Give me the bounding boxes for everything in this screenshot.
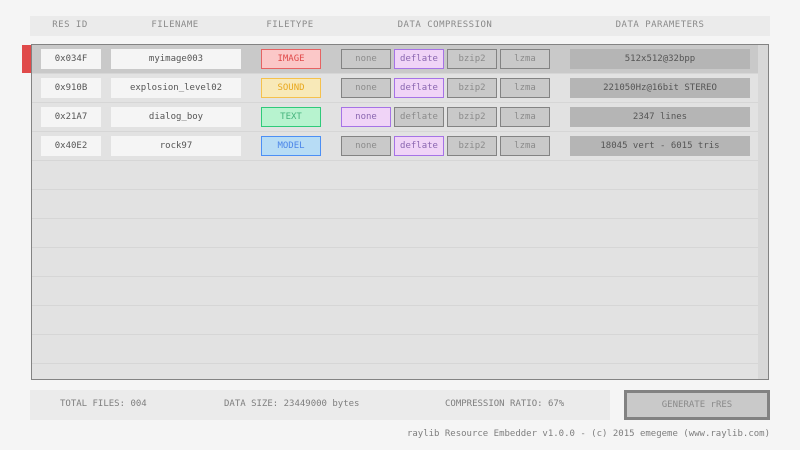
compression-none-toggle[interactable]: none	[341, 78, 391, 98]
compression-lzma-toggle[interactable]: lzma	[500, 49, 550, 69]
generate-button[interactable]: GENERATE rRES	[624, 390, 770, 420]
filename: rock97	[111, 136, 241, 156]
empty-row	[32, 277, 759, 306]
filetype-badge: SOUND	[261, 78, 321, 98]
resource-table: 0x034F myimage003 IMAGE none deflate bzip2 l…	[31, 44, 769, 380]
compression-bzip2-toggle[interactable]: bzip2	[447, 78, 497, 98]
filetype-badge: TEXT	[261, 107, 321, 127]
compression-deflate-toggle[interactable]: deflate	[394, 136, 444, 156]
res-id: 0x910B	[41, 78, 101, 98]
data-size: DATA SIZE: 23449000 bytes	[224, 399, 360, 409]
table-row[interactable]: 0x034F myimage003 IMAGE none deflate bzip2 l…	[32, 45, 759, 74]
res-id: 0x40E2	[41, 136, 101, 156]
scrollbar[interactable]	[758, 45, 768, 379]
compression-bzip2-toggle[interactable]: bzip2	[447, 136, 497, 156]
col-compression: DATA COMPRESSION	[397, 20, 493, 30]
compression-none-toggle[interactable]: none	[341, 49, 391, 69]
compression-deflate-toggle[interactable]: deflate	[394, 49, 444, 69]
empty-row	[32, 306, 759, 335]
col-parameters: DATA PARAMETERS	[615, 20, 705, 30]
filename: explosion_level02	[111, 78, 241, 98]
filetype-badge: IMAGE	[261, 49, 321, 69]
filename: dialog_boy	[111, 107, 241, 127]
col-filename: FILENAME	[151, 20, 199, 30]
compression-none-toggle[interactable]: none	[341, 136, 391, 156]
col-res-id: RES ID	[52, 20, 88, 30]
selected-row-marker	[22, 45, 31, 73]
empty-row	[32, 190, 759, 219]
data-parameters: 221050Hz@16bit STEREO	[570, 78, 750, 98]
data-parameters: 512x512@32bpp	[570, 49, 750, 69]
compression-lzma-toggle[interactable]: lzma	[500, 136, 550, 156]
compression-ratio: COMPRESSION RATIO: 67%	[445, 399, 565, 409]
table-header: RES ID FILENAME FILETYPE DATA COMPRESSIO…	[30, 16, 770, 36]
table-row[interactable]: 0x21A7 dialog_boy TEXT none deflate bzip2 lz…	[32, 103, 759, 132]
credit-text: raylib Resource Embedder v1.0.0 - (c) 20…	[406, 429, 770, 439]
empty-row	[32, 248, 759, 277]
compression-deflate-toggle[interactable]: deflate	[394, 78, 444, 98]
compression-bzip2-toggle[interactable]: bzip2	[447, 107, 497, 127]
res-id: 0x21A7	[41, 107, 101, 127]
total-files: TOTAL FILES: 004	[60, 399, 147, 409]
table-row[interactable]: 0x40E2 rock97 MODEL none deflate bzip2 lzma 1…	[32, 132, 759, 161]
data-parameters: 2347 lines	[570, 107, 750, 127]
compression-deflate-toggle[interactable]: deflate	[394, 107, 444, 127]
filetype-badge: MODEL	[261, 136, 321, 156]
compression-bzip2-toggle[interactable]: bzip2	[447, 49, 497, 69]
compression-lzma-toggle[interactable]: lzma	[500, 107, 550, 127]
data-parameters: 18045 vert - 6015 tris	[570, 136, 750, 156]
compression-lzma-toggle[interactable]: lzma	[500, 78, 550, 98]
empty-row	[32, 335, 759, 364]
filename: myimage003	[111, 49, 241, 69]
empty-row	[32, 219, 759, 248]
col-filetype: FILETYPE	[266, 20, 314, 30]
res-id: 0x034F	[41, 49, 101, 69]
empty-row	[32, 161, 759, 190]
compression-none-toggle[interactable]: none	[341, 107, 391, 127]
table-row[interactable]: 0x910B explosion_level02 SOUND none deflat…	[32, 74, 759, 103]
status-bar: TOTAL FILES: 004 DATA SIZE: 23449000 byt…	[30, 390, 610, 420]
